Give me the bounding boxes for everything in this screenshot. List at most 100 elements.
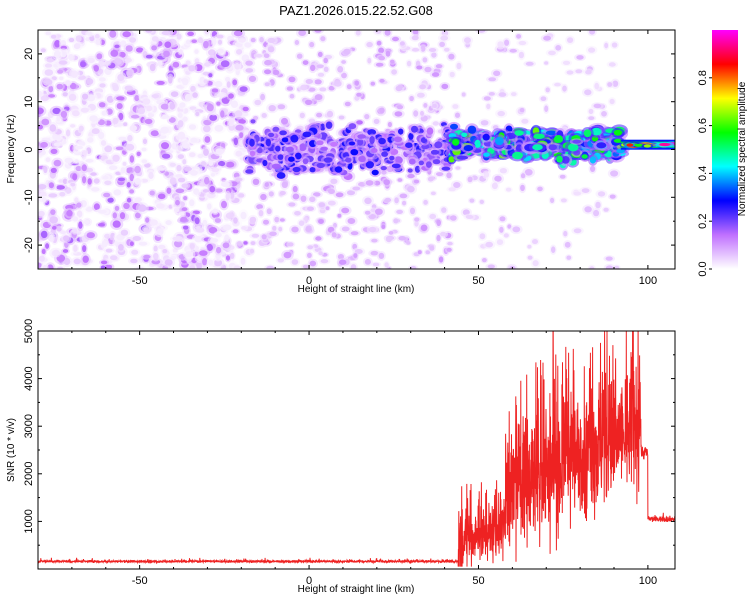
heatmap-cell bbox=[46, 58, 54, 63]
heatmap-cell bbox=[316, 112, 323, 118]
heatmap-cell bbox=[486, 103, 491, 110]
heatmap-cell bbox=[105, 60, 111, 65]
heatmap-cell bbox=[370, 81, 376, 86]
heatmap-cell bbox=[222, 224, 232, 231]
heatmap-cell bbox=[234, 63, 240, 70]
heatmap-cell bbox=[216, 246, 222, 254]
heatmap-cell bbox=[262, 159, 268, 167]
heatmap-cell bbox=[93, 65, 100, 72]
heatmap-cell bbox=[441, 166, 451, 171]
heatmap-cell bbox=[393, 136, 403, 143]
heatmap-cell bbox=[38, 184, 47, 190]
snr-axes: -50 0 50 100 1000 2000 3000 4000 5000 bbox=[23, 319, 675, 587]
heatmap-cell bbox=[85, 158, 94, 163]
heatmap-cell bbox=[172, 236, 181, 241]
heatmap-cell bbox=[138, 107, 146, 115]
heatmap-cell bbox=[233, 265, 241, 269]
heatmap-cell bbox=[87, 178, 92, 185]
heatmap-cell bbox=[313, 192, 321, 197]
heatmap-cell bbox=[438, 256, 444, 263]
heatmap-cell bbox=[435, 64, 443, 69]
heatmap-cell bbox=[43, 166, 48, 174]
heatmap-cell bbox=[138, 241, 148, 246]
heatmap-cell bbox=[406, 241, 411, 245]
heatmap-cell bbox=[255, 53, 263, 58]
heatmap-cell bbox=[97, 209, 107, 214]
heatmap-cell bbox=[68, 37, 75, 43]
heatmap-cell bbox=[585, 69, 592, 75]
heatmap-cell bbox=[59, 76, 64, 81]
heatmap-cell bbox=[279, 218, 285, 222]
colorbar bbox=[712, 30, 738, 269]
heatmap-cell bbox=[308, 118, 316, 124]
heatmap-cell bbox=[44, 69, 54, 76]
heatmap-cell bbox=[533, 133, 545, 139]
heatmap-cell bbox=[240, 211, 247, 220]
heatmap-cell bbox=[72, 228, 78, 234]
heatmap-cell bbox=[274, 216, 280, 223]
heatmap-cell bbox=[581, 188, 590, 194]
heatmap-cell bbox=[157, 193, 166, 200]
heatmap-cell bbox=[271, 163, 281, 170]
heatmap-cell bbox=[593, 103, 602, 109]
heatmap-cell bbox=[605, 265, 614, 269]
heatmap-cell bbox=[372, 262, 380, 267]
heatmap-cell bbox=[104, 145, 113, 153]
heatmap-cell bbox=[160, 126, 169, 134]
heatmap-cell bbox=[374, 30, 382, 34]
heatmap-cell bbox=[52, 226, 57, 230]
heatmap-cell bbox=[422, 57, 428, 63]
heatmap-cell bbox=[58, 60, 68, 65]
heatmap-cell bbox=[418, 160, 424, 166]
heatmap-cell bbox=[294, 211, 301, 216]
heatmap-cell bbox=[299, 112, 305, 119]
heatmap-cell bbox=[447, 241, 453, 246]
heatmap-cell bbox=[56, 115, 61, 122]
heatmap-cell bbox=[168, 76, 173, 84]
heatmap-cell bbox=[214, 218, 221, 223]
heatmap-cell bbox=[550, 197, 555, 203]
heatmap-cell bbox=[230, 100, 239, 108]
heatmap-cell bbox=[512, 226, 521, 233]
heatmap-cell bbox=[589, 156, 597, 164]
heatmap-cell bbox=[82, 176, 87, 184]
heatmap-cell bbox=[134, 197, 142, 203]
heatmap-cell bbox=[41, 118, 50, 126]
heatmap-cell bbox=[202, 219, 208, 227]
heatmap-cell bbox=[184, 93, 192, 102]
heatmap-cell bbox=[298, 30, 307, 36]
heatmap-cell bbox=[376, 40, 382, 46]
heatmap-cell bbox=[414, 217, 420, 222]
heatmap-cell bbox=[182, 158, 187, 165]
heatmap-cell bbox=[365, 180, 374, 186]
heatmap-cell bbox=[291, 226, 299, 233]
heatmap-cell bbox=[289, 93, 295, 99]
heatmap-cell bbox=[143, 254, 151, 259]
heatmap-cell bbox=[65, 129, 71, 137]
heatmap-cell bbox=[69, 82, 77, 90]
heatmap-cell bbox=[40, 191, 47, 198]
heatmap-cell bbox=[288, 156, 295, 162]
heatmap-cell bbox=[177, 120, 184, 128]
heatmap-cell bbox=[367, 57, 372, 64]
y-tick-label: 20 bbox=[23, 48, 35, 60]
heatmap-cell bbox=[503, 233, 509, 238]
heatmap-cell bbox=[368, 226, 377, 233]
heatmap-cell bbox=[90, 172, 97, 176]
heatmap-cell bbox=[184, 166, 192, 172]
heatmap-cell bbox=[126, 182, 131, 188]
heatmap-cell bbox=[343, 48, 351, 55]
heatmap-cell bbox=[283, 251, 292, 259]
heatmap-cell bbox=[345, 157, 352, 163]
heatmap-cell bbox=[551, 246, 556, 253]
heatmap-cell bbox=[164, 41, 172, 48]
heatmap-cell bbox=[544, 61, 549, 65]
heatmap-cell bbox=[62, 249, 69, 253]
heatmap-cell bbox=[380, 166, 387, 171]
heatmap-cell bbox=[613, 138, 623, 143]
heatmap-cell bbox=[354, 80, 359, 86]
heatmap-cell bbox=[348, 123, 357, 130]
heatmap-cell bbox=[197, 37, 203, 44]
heatmap-cell bbox=[151, 94, 159, 99]
heatmap-cell bbox=[333, 80, 342, 87]
